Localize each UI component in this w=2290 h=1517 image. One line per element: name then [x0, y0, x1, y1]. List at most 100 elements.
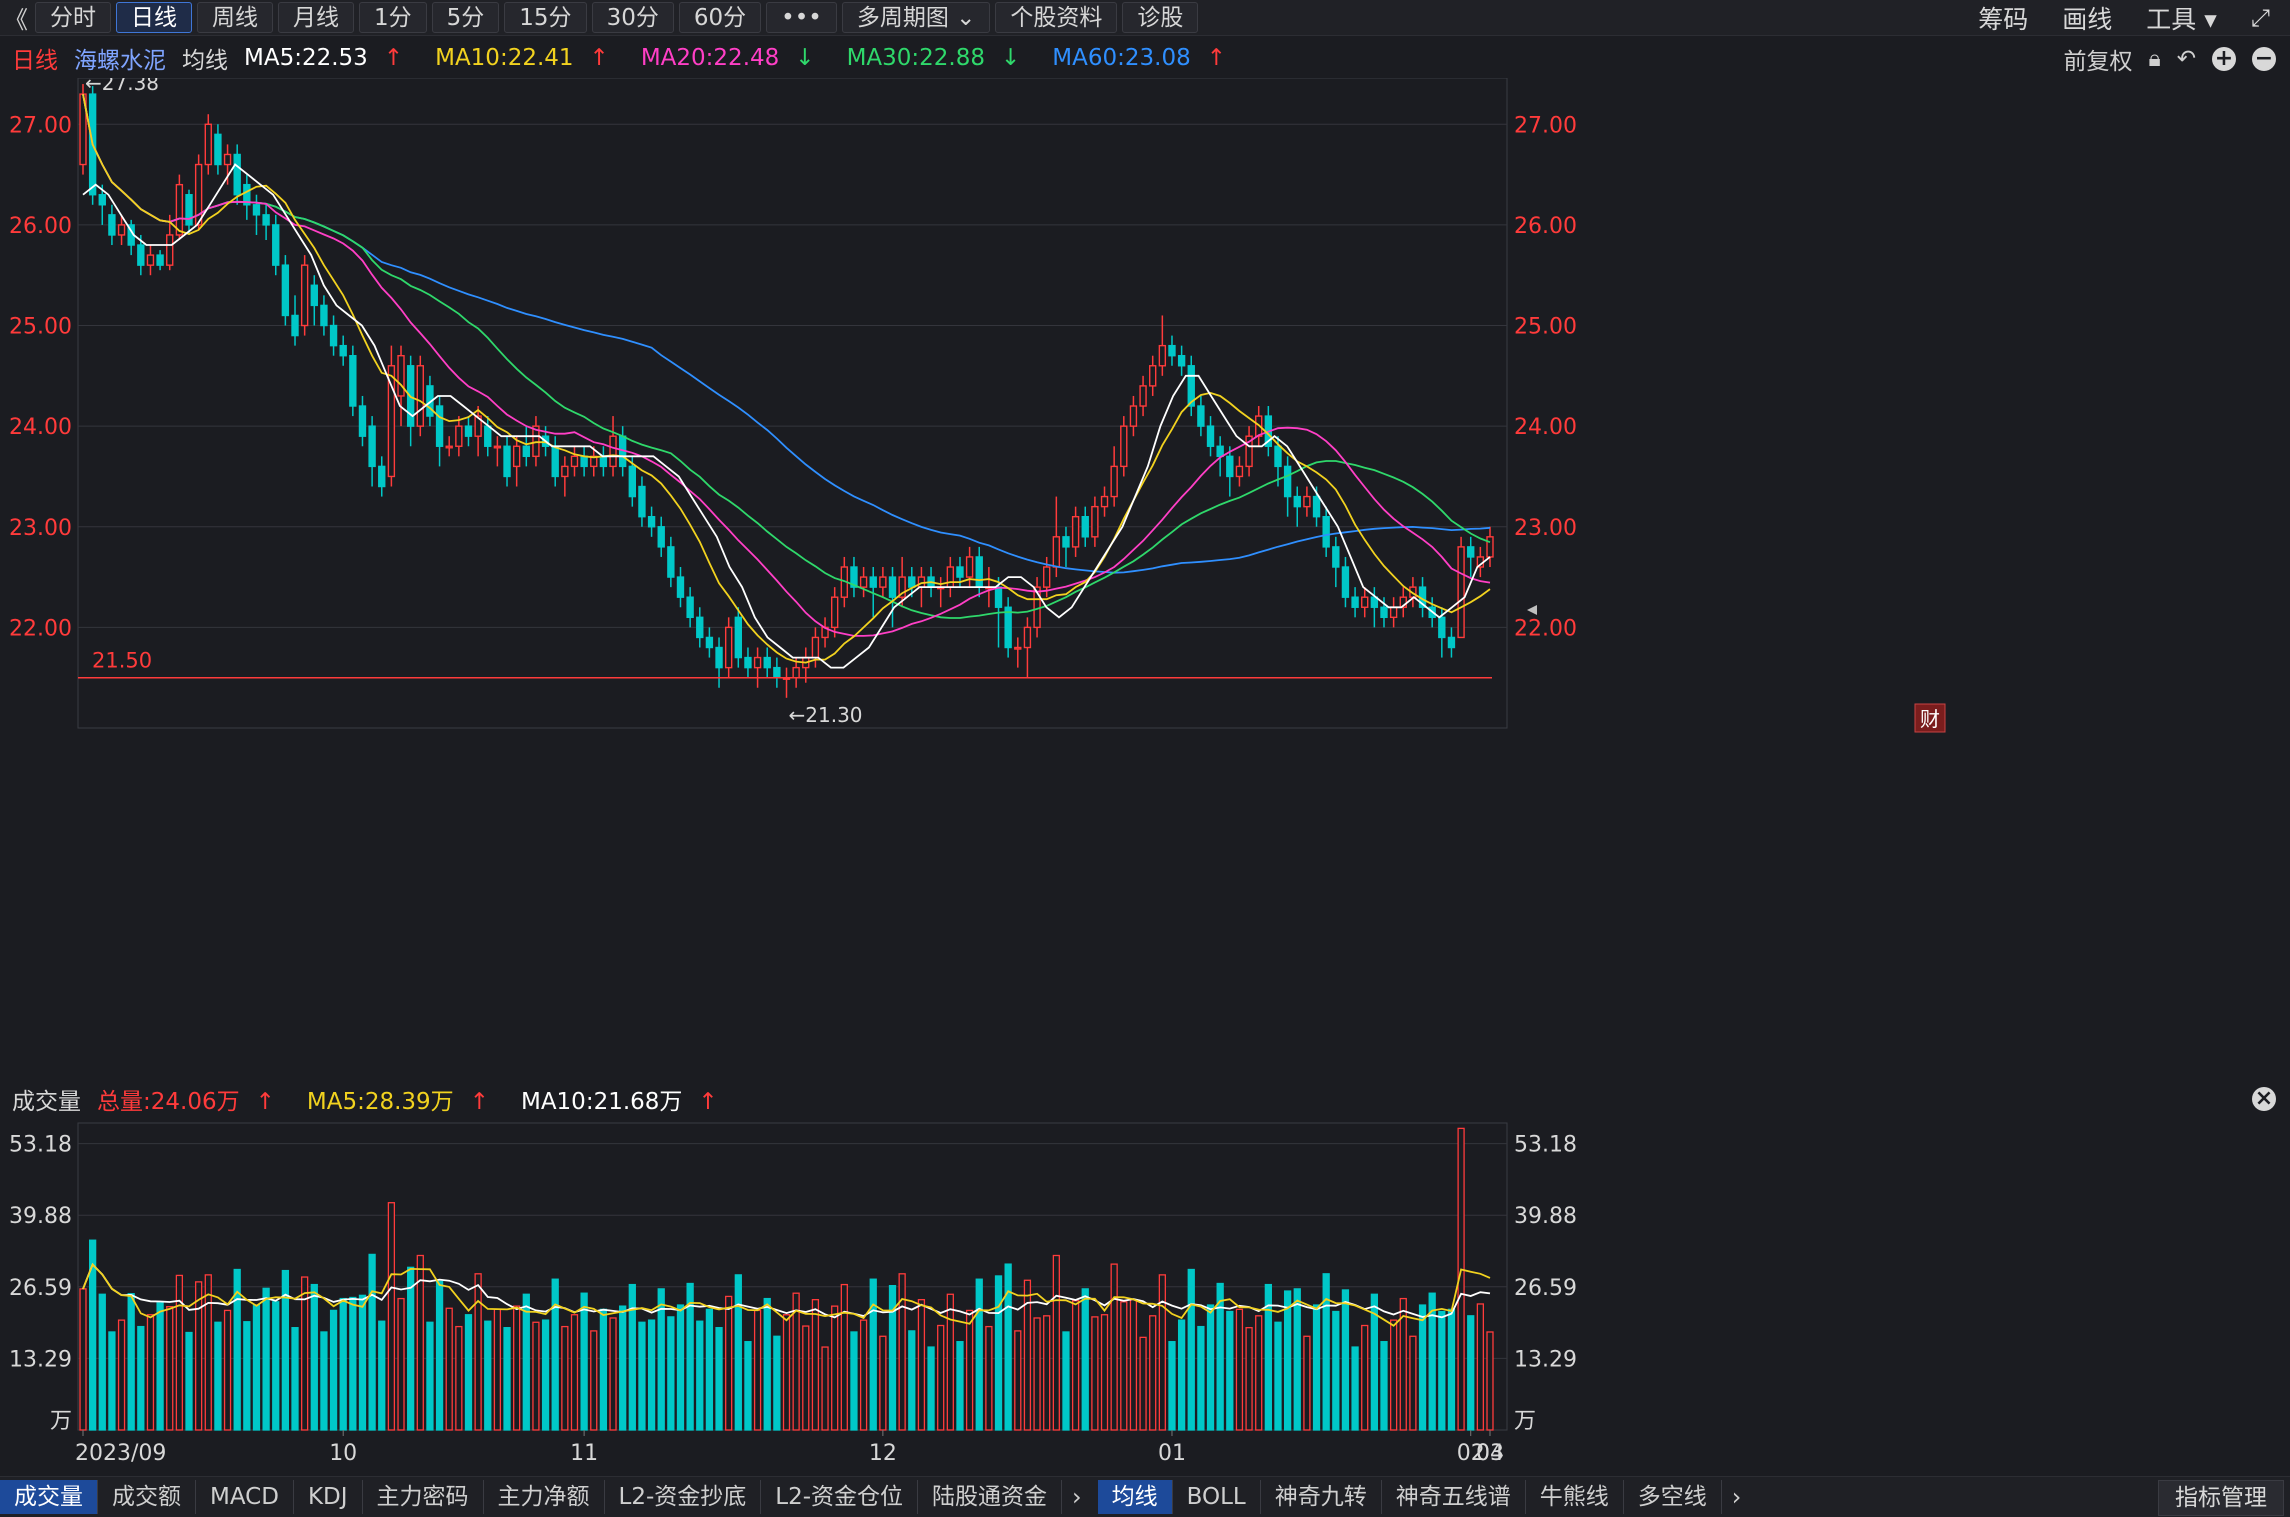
tab-l2-bottom[interactable]: L2-资金抄底 [605, 1480, 762, 1514]
volume-legend: 成交量 总量:24.06万 ↑ MA5:28.39万 ↑ MA10:21.68万 ↑ [0, 1080, 2290, 1118]
x-axis-label: 03 [1476, 1441, 1504, 1466]
period-tab-weekly[interactable]: 周线 [197, 2, 273, 33]
fullscreen-icon[interactable]: ⤢ [2250, 3, 2270, 32]
tab-magic-nine[interactable]: 神奇九转 [1261, 1480, 1382, 1514]
tab-main-code[interactable]: 主力密码 [363, 1480, 484, 1514]
price-tick-left: 23.00 [9, 516, 72, 541]
volume-bar-down [108, 1331, 116, 1431]
candle-down [1293, 495, 1301, 508]
diagnose-button[interactable]: 诊股 [1122, 2, 1199, 33]
period-tab-1min-share[interactable]: 分时 [35, 2, 111, 33]
volume-bar-down [272, 1301, 280, 1431]
stock-name[interactable]: 海螺水泥 [74, 48, 166, 74]
volume-bar-down [98, 1293, 106, 1431]
up-arrow-icon: ↑ [698, 1089, 718, 1115]
tab-l2-position[interactable]: L2-资金仓位 [761, 1480, 919, 1514]
max-price-label: ←27.38 [85, 78, 159, 95]
candle-up [146, 254, 155, 266]
volume-bar-down [1197, 1325, 1205, 1431]
volume-bar-down [435, 1280, 444, 1431]
candle-up [830, 596, 839, 629]
candle-down [1447, 636, 1456, 649]
tab-main-net[interactable]: 主力净额 [484, 1480, 605, 1514]
restore-rights-button[interactable]: 前复权 [2063, 49, 2133, 75]
period-tab-5m[interactable]: 5分 [431, 2, 500, 33]
tab-northbound[interactable]: 陆股通资金 [918, 1480, 1063, 1514]
x-axis-label: 11 [570, 1441, 598, 1466]
tab-boll[interactable]: BOLL [1173, 1480, 1261, 1514]
multi-period-dropdown[interactable]: 多周期图 ⌄ [841, 2, 991, 33]
tab-turnover[interactable]: 成交额 [98, 1480, 196, 1514]
chips-button[interactable]: 筹码 [1978, 4, 2029, 34]
draw-line-button[interactable]: 画线 [2062, 4, 2113, 34]
volume-bar-down [715, 1327, 723, 1431]
volume-bar-down [214, 1321, 222, 1431]
candle-down [291, 314, 299, 337]
tab-long-short[interactable]: 多空线 [1624, 1480, 1722, 1514]
tab-magic-five[interactable]: 神奇五线谱 [1382, 1480, 1526, 1514]
candle-up [1139, 385, 1147, 407]
volume-bar-down [233, 1268, 241, 1431]
zoom-in-icon[interactable]: + [2212, 47, 2236, 71]
indicator-manager-button[interactable]: 指标管理 [2158, 1480, 2284, 1516]
candle-down [503, 445, 511, 478]
tab-kdj[interactable]: KDJ [294, 1480, 363, 1514]
tab-ma[interactable]: 均线 [1097, 1480, 1173, 1514]
tab-macd[interactable]: MACD [196, 1480, 294, 1514]
volume-bar-down [1447, 1308, 1456, 1431]
candle-up [724, 626, 733, 669]
price-tick-right: 24.00 [1514, 415, 1577, 440]
candle-down [1332, 546, 1340, 568]
financial-report-label: 财 [1920, 707, 1940, 731]
volume-bar-up [1043, 1315, 1051, 1431]
min-price-label: ←21.30 [789, 703, 863, 727]
period-tab-daily[interactable]: 日线 [116, 2, 192, 33]
volume-bar-up [831, 1305, 839, 1431]
volume-bar-down [1004, 1263, 1012, 1431]
candle-down [214, 133, 222, 166]
volume-bar-up [301, 1276, 309, 1431]
candle-up [416, 365, 424, 427]
candle-down [686, 596, 694, 619]
period-tab-30m[interactable]: 30分 [591, 2, 674, 33]
volume-bar-down [686, 1282, 694, 1431]
period-tab-1m[interactable]: 1分 [359, 2, 427, 33]
volume-bar-down [657, 1288, 665, 1431]
lock-icon[interactable]: 🔒︎ [2148, 46, 2161, 72]
up-arrow-icon: ↑ [383, 45, 404, 71]
more-periods-button[interactable]: ••• [766, 2, 837, 33]
volume-bar-down [599, 1308, 608, 1431]
chevron-right-icon[interactable]: › [1731, 1483, 1742, 1511]
back-icon[interactable]: 《 [4, 6, 28, 34]
volume-bar-up [166, 1306, 174, 1431]
period-tab-60m[interactable]: 60分 [678, 2, 762, 33]
volume-bar-down [1264, 1283, 1272, 1431]
stock-info-button[interactable]: 个股资料 [995, 2, 1118, 33]
volume-bar-up [792, 1292, 800, 1431]
indicator-name[interactable]: 均线 [182, 48, 228, 74]
volume-bar-down [994, 1275, 1003, 1431]
candle-up [300, 264, 309, 327]
price-tick-right: 22.00 [1514, 616, 1577, 641]
chevron-right-icon[interactable]: › [1072, 1483, 1082, 1511]
undo-icon[interactable]: ↶ [2176, 46, 2196, 72]
tools-dropdown[interactable]: 工具 ▾ [2146, 0, 2217, 36]
zoom-out-icon[interactable]: − [2252, 47, 2276, 71]
candle-down [908, 576, 916, 588]
candle-down [580, 455, 588, 468]
volume-ma5-text: MA5:28.39万 [306, 1089, 454, 1115]
volume-bar-up [455, 1325, 463, 1431]
candle-up [1486, 536, 1494, 558]
period-tab-15m[interactable]: 15分 [504, 2, 587, 33]
volume-bar-down [975, 1278, 983, 1431]
volume-bar-down [1467, 1315, 1475, 1431]
ma5-text: MA5:22.53 [244, 45, 368, 71]
period-tab-monthly[interactable]: 月线 [278, 2, 354, 33]
tab-volume[interactable]: 成交量 [0, 1480, 98, 1514]
candle-down [1206, 425, 1215, 447]
price-chart[interactable]: 27.00 27.00 26.00 26.00 25.00 25.00 24.00 24.00… [0, 78, 2290, 1138]
close-volume-icon[interactable]: × [2252, 1087, 2276, 1111]
tab-bull-bear[interactable]: 牛熊线 [1526, 1480, 1624, 1514]
plot-border [77, 78, 1508, 729]
volume-bar-down [696, 1320, 704, 1431]
